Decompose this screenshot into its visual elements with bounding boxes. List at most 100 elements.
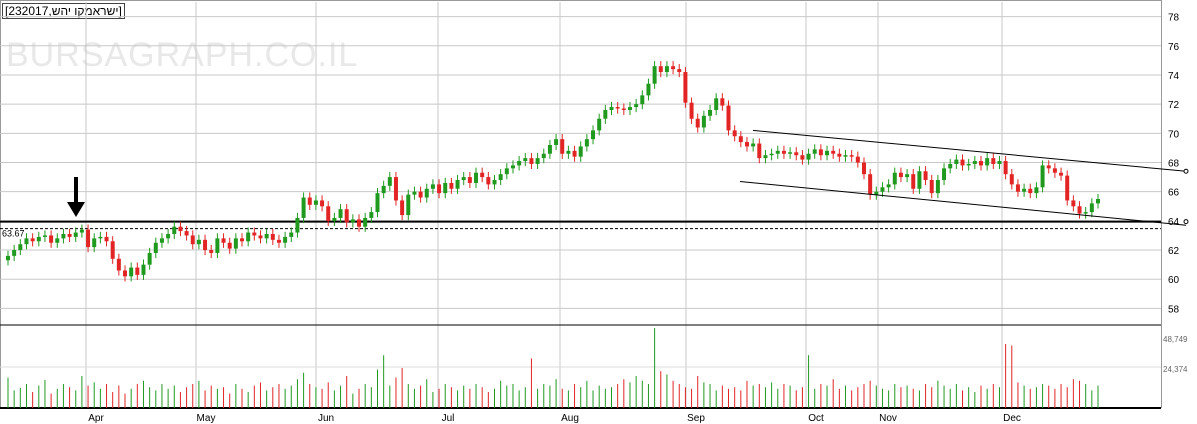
x-tick-label: Sep <box>687 413 705 424</box>
support-level-label: 63.67 <box>2 229 25 239</box>
candle-body <box>332 217 337 221</box>
candle-body <box>387 177 392 186</box>
x-tick-label: Dec <box>1003 413 1021 424</box>
candle-body <box>763 155 768 159</box>
candle-body <box>159 238 164 243</box>
candle-body <box>264 233 269 239</box>
candle-body <box>467 177 472 183</box>
candle-body <box>664 66 669 73</box>
candle-body <box>1071 200 1076 207</box>
y-tick-label: 58 <box>1168 304 1180 315</box>
candle-body <box>55 238 60 243</box>
candle-body <box>997 161 1002 164</box>
candle-body <box>898 172 903 178</box>
candle-body <box>430 184 435 189</box>
candle-body <box>985 158 990 166</box>
candle-body <box>1065 175 1070 201</box>
candle-body <box>1028 188 1033 194</box>
x-tick-label: Aug <box>561 413 579 424</box>
candle-body <box>67 233 72 237</box>
candle-body <box>18 244 23 251</box>
candle-body <box>474 172 479 183</box>
candle-body <box>535 158 540 164</box>
candle-body <box>744 142 749 147</box>
candle-body <box>449 182 454 189</box>
candle-body <box>689 102 694 119</box>
candle-body <box>116 258 121 271</box>
candle-body <box>412 191 417 195</box>
y-tick-label: 70 <box>1168 129 1180 140</box>
candle-body <box>215 238 220 253</box>
candle-body <box>1089 203 1094 213</box>
candle-body <box>1015 184 1020 192</box>
candle-body <box>147 252 152 265</box>
candle-body <box>948 163 953 169</box>
candle-body <box>98 236 103 239</box>
candle-body <box>911 174 916 189</box>
candle-body <box>123 270 128 277</box>
y-tick-label: 60 <box>1168 275 1180 286</box>
candle-body <box>917 171 922 189</box>
candle-body <box>42 235 47 237</box>
x-tick-label: Apr <box>88 413 104 424</box>
candle-body <box>184 231 189 236</box>
candle-body <box>227 242 232 249</box>
candle-body <box>276 239 281 243</box>
candle-body <box>1083 212 1088 214</box>
candle-body <box>178 226 183 232</box>
candle-body <box>455 180 460 189</box>
candle-body <box>831 150 836 154</box>
candle-body <box>597 118 602 131</box>
lower-channel-line <box>739 180 1187 226</box>
candle-body <box>769 153 774 156</box>
candle-body <box>375 193 380 213</box>
candle-body <box>843 155 848 157</box>
candle-body <box>283 236 288 243</box>
candle-body <box>874 191 879 195</box>
candle-body <box>381 185 386 194</box>
candle-body <box>393 177 398 201</box>
candle-body <box>1052 168 1057 173</box>
candle-body <box>627 107 632 110</box>
candle-body <box>837 153 842 157</box>
support-endpoint <box>1183 219 1189 225</box>
x-tick-label: Jul <box>442 413 455 424</box>
candle-body <box>307 197 312 205</box>
candle-body <box>929 180 934 194</box>
candle-body <box>504 168 509 175</box>
candle-body <box>92 238 97 248</box>
candle-body <box>800 155 805 160</box>
candle-body <box>400 200 405 216</box>
candle-body <box>350 219 355 223</box>
candle-body <box>880 187 885 192</box>
candle-body <box>196 239 201 245</box>
candle-body <box>591 130 596 140</box>
candle-body <box>344 209 349 223</box>
candle-body <box>861 162 866 175</box>
candle-body <box>554 139 559 145</box>
candle-body <box>295 217 300 233</box>
candle-body <box>492 180 497 185</box>
candle-body <box>6 255 10 261</box>
candle-body <box>461 177 466 181</box>
candle-body <box>978 161 983 166</box>
candle-body <box>517 161 522 166</box>
candle-body <box>424 188 429 198</box>
y-tick-label: 64 <box>1168 217 1180 228</box>
candle-body <box>221 238 226 243</box>
candle-body <box>203 239 208 251</box>
channel-endpoint <box>1183 168 1189 174</box>
candle-body <box>677 69 682 73</box>
candle-body <box>73 232 78 237</box>
candle-body <box>357 219 362 227</box>
candle-body <box>406 194 411 216</box>
candle-body <box>129 267 134 277</box>
candle-body <box>1040 165 1045 188</box>
candle-body <box>270 233 275 240</box>
y-tick-label: 62 <box>1168 246 1180 257</box>
y-tick-label: 76 <box>1168 42 1180 53</box>
candle-body <box>658 66 663 73</box>
candle-body <box>498 174 503 181</box>
candle-body <box>36 236 41 242</box>
